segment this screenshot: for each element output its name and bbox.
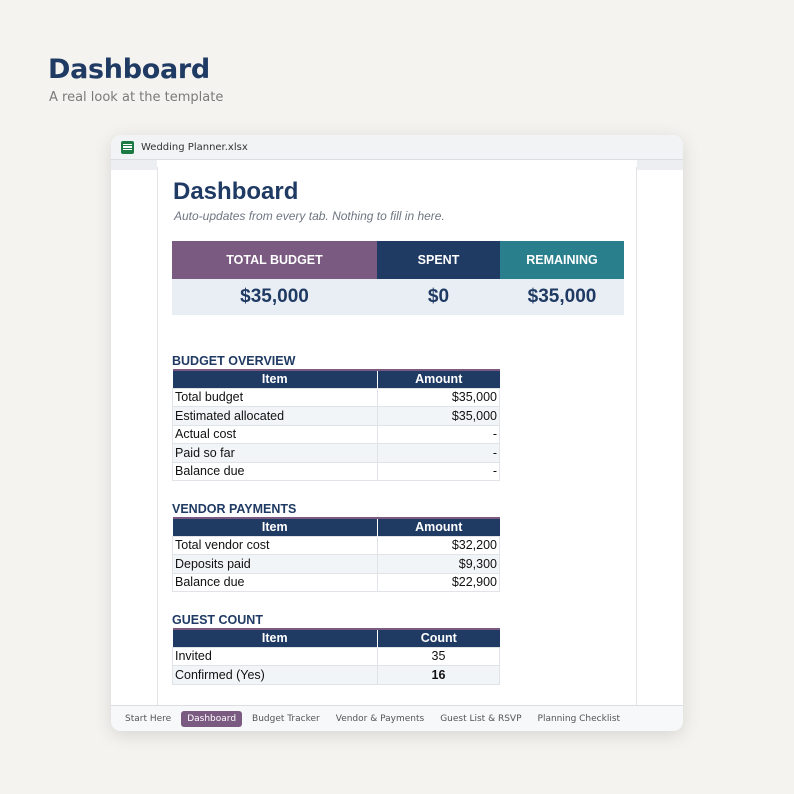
column-header[interactable]: Item <box>172 369 378 388</box>
table-row: Confirmed (Yes) 16 <box>172 665 500 685</box>
budget-overview-section: BUDGET OVERVIEW Item Amount Total budget… <box>172 353 500 481</box>
column-header[interactable]: Amount <box>377 369 500 388</box>
table-row: Total budget $35,000 <box>172 387 500 407</box>
table-cell[interactable]: Paid so far <box>172 443 378 463</box>
table-cell[interactable]: - <box>377 461 500 481</box>
guest-count-table: Item Count Invited 35 Confirmed (Yes) 16 <box>172 628 500 685</box>
table-cell[interactable]: Deposits paid <box>172 554 378 574</box>
table-row: Invited 35 <box>172 646 500 666</box>
table-cell[interactable]: $35,000 <box>377 387 500 407</box>
table-row: Total vendor cost $32,200 <box>172 535 500 555</box>
table-row: Actual cost - <box>172 424 500 444</box>
table-cell[interactable]: Confirmed (Yes) <box>172 665 378 685</box>
vendor-payments-table: Item Amount Total vendor cost $32,200 Dep… <box>172 517 500 592</box>
sheet-margin-left <box>111 160 157 170</box>
column-header[interactable]: Item <box>172 628 378 647</box>
table-cell[interactable]: - <box>377 424 500 444</box>
table-cell[interactable]: $22,900 <box>377 572 500 592</box>
sheet-area[interactable]: Dashboard Auto-updates from every tab. N… <box>157 167 637 707</box>
column-header[interactable]: Amount <box>377 517 500 536</box>
total-budget-label[interactable]: TOTAL BUDGET <box>172 241 377 279</box>
spent-label[interactable]: SPENT <box>377 241 500 279</box>
tab-dashboard[interactable]: Dashboard <box>181 710 243 727</box>
spreadsheet-window: Wedding Planner.xlsx Dashboard Auto-upda… <box>111 135 683 731</box>
window-titlebar: Wedding Planner.xlsx <box>111 135 683 160</box>
table-cell[interactable]: - <box>377 443 500 463</box>
spreadsheet-icon <box>121 140 134 154</box>
tab-planning-checklist[interactable]: Planning Checklist <box>537 713 621 724</box>
tab-start-here[interactable]: Start Here <box>125 713 172 724</box>
vendor-payments-section: VENDOR PAYMENTS Item Amount Total vendor… <box>172 501 500 592</box>
tab-budget-tracker[interactable]: Budget Tracker <box>252 713 320 724</box>
budget-overview-title: BUDGET OVERVIEW <box>172 354 296 368</box>
table-cell[interactable]: Estimated allocated <box>172 406 378 426</box>
table-cell[interactable]: Total vendor cost <box>172 535 378 555</box>
table-row: Deposits paid $9,300 <box>172 554 500 574</box>
table-row: Balance due $22,900 <box>172 572 500 592</box>
sheet-title: Dashboard <box>173 178 299 205</box>
table-cell[interactable]: Balance due <box>172 572 378 592</box>
table-cell[interactable]: 35 <box>377 646 500 666</box>
table-cell[interactable]: Balance due <box>172 461 378 481</box>
total-budget-value[interactable]: $35,000 <box>240 286 309 307</box>
hero-subtitle: A real look at the template <box>49 90 224 105</box>
window-filename: Wedding Planner.xlsx <box>141 141 248 153</box>
budget-overview-table: Item Amount Total budget $35,000 Estimate… <box>172 369 500 481</box>
guest-count-title: GUEST COUNT <box>172 613 263 627</box>
table-row: Balance due - <box>172 461 500 481</box>
remaining-label[interactable]: REMAINING <box>500 241 624 279</box>
table-cell[interactable]: $9,300 <box>377 554 500 574</box>
column-header[interactable]: Count <box>377 628 500 647</box>
sheet-margin-right <box>637 160 683 170</box>
column-header[interactable]: Item <box>172 517 378 536</box>
table-cell[interactable]: 16 <box>377 665 500 685</box>
summary-cards: TOTAL BUDGET SPENT REMAINING $35,000 $0 … <box>172 241 624 315</box>
table-cell[interactable]: $35,000 <box>377 406 500 426</box>
vendor-payments-title: VENDOR PAYMENTS <box>172 502 297 516</box>
table-cell[interactable]: Invited <box>172 646 378 666</box>
table-row: Paid so far - <box>172 443 500 463</box>
table-cell[interactable]: $32,200 <box>377 535 500 555</box>
tab-vendor-payments[interactable]: Vendor & Payments <box>335 713 425 724</box>
guest-count-section: GUEST COUNT Item Count Invited 35 Confirm… <box>172 612 500 685</box>
sheet-tab-bar: Start Here Dashboard Budget Tracker Vend… <box>111 705 683 731</box>
table-row: Estimated allocated $35,000 <box>172 406 500 426</box>
sheet-subtitle: Auto-updates from every tab. Nothing to … <box>174 209 445 223</box>
hero-title: Dashboard <box>48 54 210 85</box>
remaining-value[interactable]: $35,000 <box>527 286 597 307</box>
tab-guest-list-rsvp[interactable]: Guest List & RSVP <box>440 713 522 724</box>
table-cell[interactable]: Actual cost <box>172 424 378 444</box>
table-cell[interactable]: Total budget <box>172 387 378 407</box>
spent-value[interactable]: $0 <box>427 286 450 307</box>
